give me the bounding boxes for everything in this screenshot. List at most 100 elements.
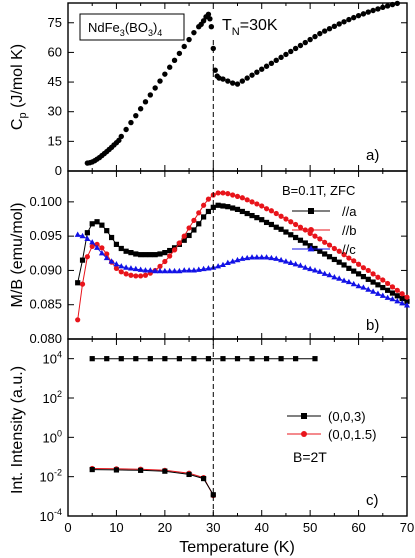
series-aux-line [92,469,214,496]
series-c-point [282,258,289,264]
series-c-point [215,263,222,269]
series-aux-point [113,467,120,473]
panel-c-tag: c) [366,492,379,509]
cp-point [225,78,231,84]
series-c-point [389,295,396,302]
y-tick-label: 0.085 [29,297,62,312]
transition-label: TN=30K [222,17,278,38]
series-c-point [365,286,372,292]
series-c-point [374,290,381,296]
cp-point [365,9,371,15]
series-a-point [360,274,367,280]
series-003-point [191,356,197,362]
series-a-point [167,247,173,254]
x-tick-label: 20 [158,520,172,535]
series-b-point [370,271,376,277]
series-b-point [220,190,226,196]
y-tick-label: 100 [43,428,62,445]
series-c-point [229,258,236,264]
series-c-point [200,265,207,272]
series-a-point [326,254,333,260]
cp-point [389,1,396,8]
series-b-point [360,265,367,271]
y-tick-label: 60 [48,44,62,59]
series-a-point [230,205,236,211]
series-a-point [380,284,386,291]
series-003-point [162,356,168,362]
series-c-point [350,280,357,287]
series-c-point [195,266,202,272]
series-a-point [278,226,284,232]
series-0015-line [92,468,214,496]
series-003-point [293,356,299,362]
series-c-point [205,265,212,271]
series-c-point [166,267,173,274]
series-b-point [225,191,231,197]
series-c-point [341,277,348,283]
series-003-point [263,356,270,362]
series-c-point [273,255,280,261]
series-a-point [79,257,86,263]
series-a-point [389,290,396,296]
series-a-point [385,287,391,293]
series-b-point [336,248,342,254]
panel-b-tag: b) [366,317,379,334]
series-a-point [147,252,153,258]
cp-point [355,12,362,19]
series-a-point [118,245,124,252]
series-b-point [75,317,81,323]
series-aux-point [210,492,216,498]
series-b-point [283,216,289,222]
cp-point [321,28,328,34]
series-a-point [162,250,168,256]
series-b-point [375,274,381,280]
panel-b-ylabel: M/B (emu/mol) [9,203,26,308]
series-b-point [346,255,352,261]
series-a-point [123,248,129,254]
series-a-point [336,259,342,265]
series-c-point [239,255,246,261]
series-c-point [336,275,343,281]
series-b-point [123,271,129,277]
y-tick-label: 104 [43,350,62,367]
series-b-point [157,263,163,269]
series-b-point [84,254,90,260]
cp-point [341,19,347,25]
series-c-point [321,270,328,276]
series-b-point [249,199,255,205]
cp-point [142,99,149,105]
cp-point [200,18,207,24]
y-tick-label: 102 [43,389,62,406]
series-c-point [157,267,164,274]
series-b-point [312,233,318,239]
series-a-point [249,212,255,219]
series-a-point [346,265,352,271]
series-a-point [99,222,105,228]
series-aux-point [162,468,168,474]
legend-label: (0,0,3) [328,409,366,424]
series-c-point [384,294,391,300]
series-c-point [399,300,406,306]
series-c-point [142,267,149,273]
series-b-point [89,243,95,250]
compound-label: NdFe3(BO3)4 [88,20,162,38]
series-a-point [307,243,313,249]
series-a-point [205,208,212,215]
series-a-point [89,221,95,227]
series-003-point [205,356,212,362]
series-a-point [133,251,139,257]
series-003-point [176,356,182,362]
panel-b: 0.080 0.085 0.090 0.095 0.100 B=0.1T, ZFC //… [9,170,410,346]
x-axis-label: Temperature (K) [179,539,295,556]
series-c-point [258,254,265,260]
series-b-point [118,269,124,275]
series-b-point [278,213,284,219]
series-a-point [399,295,405,302]
series-b-point [326,242,333,248]
series-003-point [220,356,226,362]
series-a-point [196,221,202,227]
cp-point [207,16,213,22]
series-b-point [167,253,173,259]
y-tick-label: 30 [48,104,62,119]
y-tick-label: 0.090 [29,262,62,277]
